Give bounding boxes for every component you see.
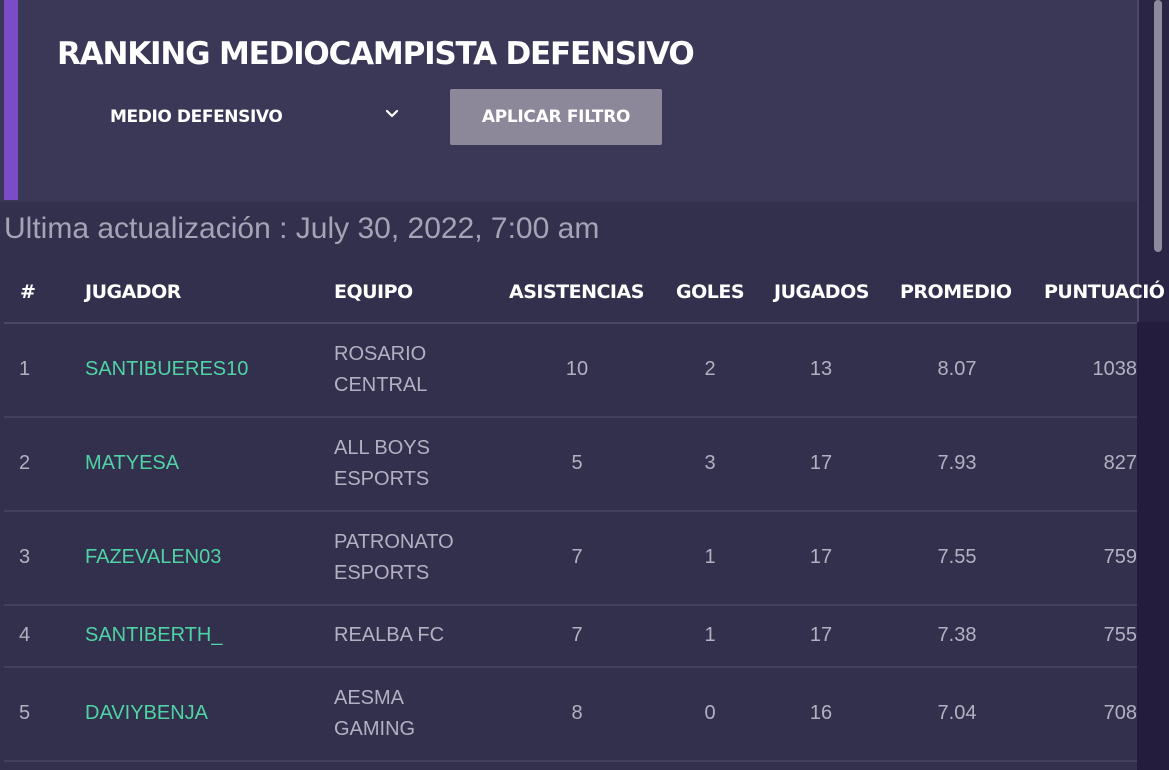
scrollbar-thumb[interactable] (1154, 0, 1162, 252)
goals-cell: 1 (704, 624, 716, 646)
goals-cell: 1 (704, 546, 716, 568)
average-cell: 7.04 (937, 702, 977, 724)
rank-cell: 5 (19, 702, 31, 724)
table-row: 4 SANTIBERTH_ REALBA FC 7 1 17 7.38 755 (4, 606, 1137, 668)
scrollbar[interactable] (1151, 0, 1165, 252)
average-cell: 7.55 (937, 546, 977, 568)
average-cell: 7.93 (937, 452, 977, 474)
played-cell: 17 (809, 624, 833, 646)
table-row: 3 FAZEVALEN03 PATRONATO ESPORTS 7 1 17 7.55 759 (4, 512, 1137, 606)
assists-cell: 5 (571, 452, 583, 474)
side-strip (1137, 322, 1169, 770)
assists-cell: 8 (571, 702, 583, 724)
column-header-player[interactable]: JUGADOR (85, 281, 181, 303)
score-cell: 708 (1103, 702, 1137, 724)
assists-cell: 10 (565, 358, 589, 380)
team-cell: ALL BOYS ESPORTS (334, 437, 430, 490)
team-cell: AESMA GAMING (334, 687, 416, 740)
position-select[interactable]: MEDIO DEFENSIVO (110, 100, 405, 134)
rank-cell: 3 (19, 546, 31, 568)
team-cell: PATRONATO ESPORTS (334, 531, 454, 584)
table-row: 5 DAVIYBENJA AESMA GAMING 8 0 16 7.04 708 (4, 668, 1137, 762)
score-cell: 759 (1103, 546, 1137, 568)
apply-filter-button[interactable]: APLICAR FILTRO (450, 89, 662, 145)
rank-cell: 4 (19, 624, 31, 646)
team-cell: ROSARIO CENTRAL (334, 343, 428, 396)
chevron-down-icon (385, 109, 399, 118)
score-cell: 1038 (1092, 358, 1138, 380)
column-header-assists[interactable]: ASISTENCIAS (509, 281, 644, 303)
assists-cell: 7 (571, 624, 583, 646)
goals-cell: 3 (704, 452, 716, 474)
header-accent-bar (4, 0, 18, 200)
table-row: 1 SANTIBUERES10 ROSARIO CENTRAL 10 2 13 8.07 10… (4, 324, 1137, 418)
played-cell: 17 (809, 546, 833, 568)
column-header-played[interactable]: JUGADOS (774, 281, 869, 303)
player-link[interactable]: MATYESA (85, 452, 180, 474)
score-cell: 827 (1103, 452, 1137, 474)
column-header-team[interactable]: EQUIPO (334, 281, 413, 303)
player-link[interactable]: SANTIBUERES10 (85, 358, 249, 380)
assists-cell: 7 (571, 546, 583, 568)
position-select-value: MEDIO DEFENSIVO (110, 107, 283, 127)
played-cell: 13 (809, 358, 833, 380)
played-cell: 17 (809, 452, 833, 474)
played-cell: 16 (809, 702, 833, 724)
last-updated-text: Ultima actualización : July 30, 2022, 7:… (4, 212, 600, 245)
column-header-average[interactable]: PROMEDIO (900, 281, 1012, 303)
column-header-goals[interactable]: GOLES (676, 281, 745, 303)
column-header-score[interactable]: PUNTUACIÓ (1044, 281, 1165, 303)
table-header: # JUGADOR EQUIPO ASISTENCIAS GOLES JUGAD… (4, 264, 1169, 324)
team-cell: REALBA FC (334, 624, 445, 646)
page-title: RANKING MEDIOCAMPISTA DEFENSIVO (57, 36, 695, 72)
ranking-panel: RANKING MEDIOCAMPISTA DEFENSIVO MEDIO DE… (0, 0, 1137, 770)
score-cell: 755 (1103, 624, 1137, 646)
average-cell: 7.38 (937, 624, 977, 646)
rank-cell: 2 (19, 452, 31, 474)
goals-cell: 0 (704, 702, 716, 724)
player-link[interactable]: FAZEVALEN03 (85, 546, 222, 568)
panel-divider (1137, 0, 1139, 322)
table-row: 2 MATYESA ALL BOYS ESPORTS 5 3 17 7.93 827 (4, 418, 1137, 512)
average-cell: 8.07 (937, 358, 977, 380)
ranking-header: RANKING MEDIOCAMPISTA DEFENSIVO MEDIO DE… (0, 0, 1137, 202)
column-header-rank[interactable]: # (20, 281, 36, 303)
player-link[interactable]: DAVIYBENJA (85, 702, 208, 724)
rank-cell: 1 (19, 358, 31, 380)
goals-cell: 2 (704, 358, 716, 380)
player-link[interactable]: SANTIBERTH_ (85, 624, 223, 646)
